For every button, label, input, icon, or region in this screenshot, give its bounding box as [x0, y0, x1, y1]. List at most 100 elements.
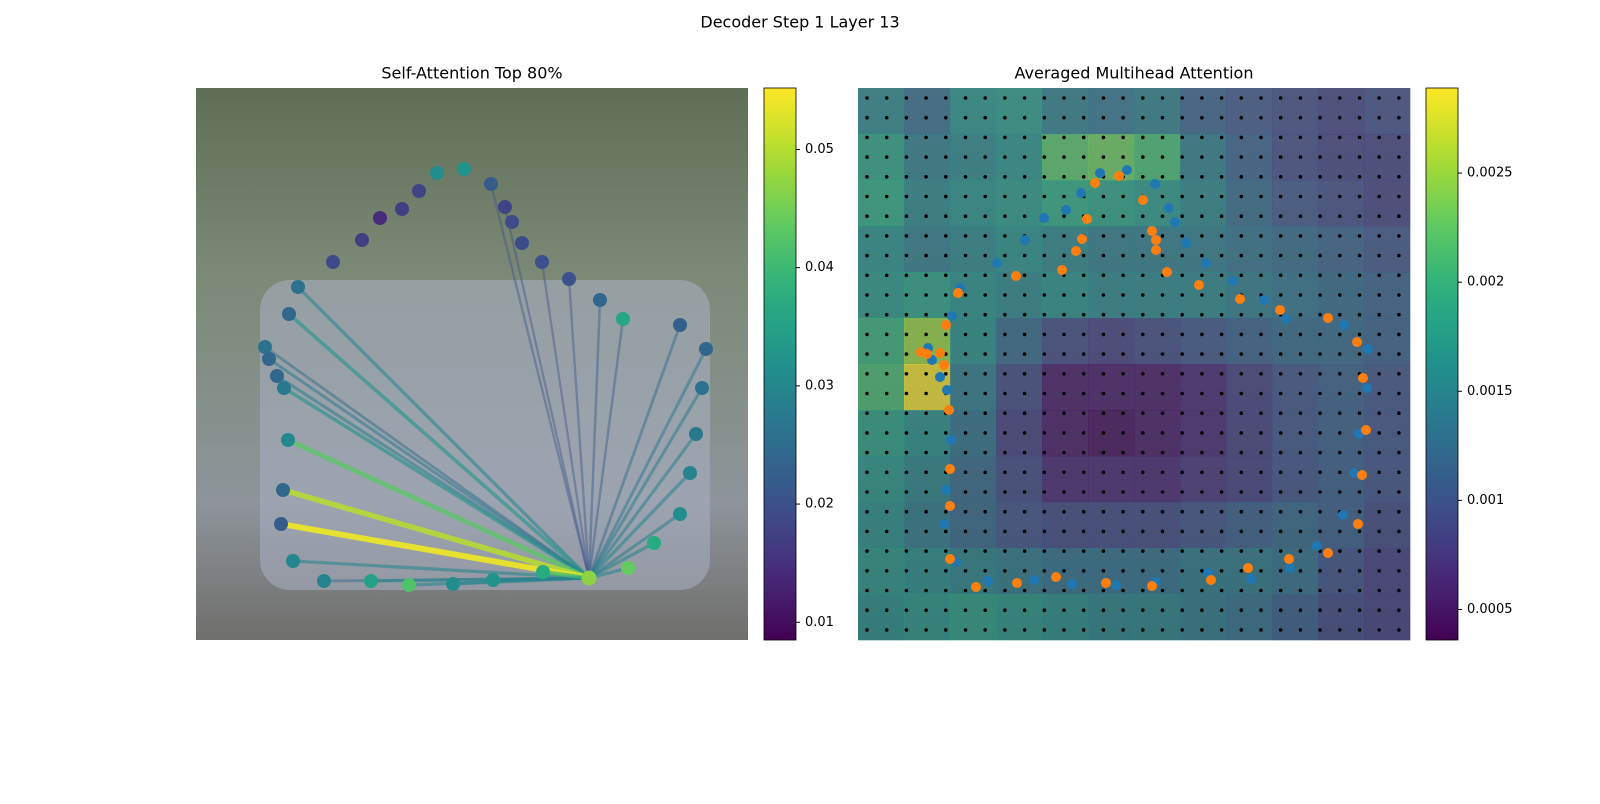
- grid-dot: [1200, 569, 1204, 573]
- grid-dot: [884, 450, 889, 455]
- grid-dot: [1397, 273, 1401, 278]
- grid-dot: [1101, 569, 1106, 573]
- grid-dot: [1022, 529, 1027, 534]
- grid-dot: [1121, 234, 1125, 238]
- grid-dot: [865, 175, 869, 179]
- grid-dot: [1357, 155, 1362, 159]
- heatmap-cell: [1134, 594, 1181, 641]
- grid-dot: [1101, 293, 1106, 297]
- attention-point: [317, 574, 331, 588]
- heatmap-cell: [1042, 456, 1089, 503]
- grid-dot: [963, 588, 968, 593]
- attention-point: [258, 340, 272, 354]
- grid-dot: [924, 411, 928, 416]
- heatmap-cell: [1318, 180, 1365, 227]
- grid-dot: [1101, 234, 1106, 238]
- grid-dot: [904, 115, 909, 120]
- grid-dot: [1160, 96, 1165, 100]
- grid-dot: [1022, 312, 1027, 317]
- grid-dot: [1219, 214, 1224, 218]
- grid-dot: [1259, 450, 1263, 455]
- grid-dot: [1141, 509, 1145, 514]
- grid-dot: [1200, 352, 1204, 356]
- grid-dot: [1338, 194, 1342, 199]
- grid-dot: [1357, 194, 1362, 199]
- grid-dot: [904, 175, 909, 179]
- heatmap-cell: [1364, 134, 1411, 181]
- grid-dot: [1160, 549, 1165, 553]
- grid-dot: [1239, 549, 1244, 553]
- attention-edge: [285, 437, 592, 581]
- grid-dot: [1239, 135, 1244, 140]
- grid-dot: [1338, 608, 1342, 612]
- heatmap-cell: [1088, 272, 1135, 319]
- heatmap-cell: [858, 364, 905, 411]
- grid-dot: [963, 273, 968, 278]
- grid-dot: [1180, 411, 1184, 416]
- grid-dot: [904, 293, 909, 297]
- grid-dot: [1042, 352, 1047, 356]
- grid-dot: [1180, 96, 1184, 100]
- grid-dot: [865, 293, 869, 297]
- sample-point: [1077, 234, 1087, 244]
- grid-dot: [1101, 628, 1106, 632]
- attention-point: [277, 381, 291, 395]
- sample-point: [1076, 188, 1086, 198]
- grid-dot: [924, 391, 928, 396]
- attention-point: [647, 536, 661, 550]
- attention-point: [505, 215, 519, 229]
- grid-dot: [944, 529, 948, 534]
- grid-dot: [884, 509, 889, 514]
- grid-dot: [1003, 155, 1007, 159]
- grid-dot: [1239, 588, 1244, 593]
- grid-dot: [1357, 175, 1362, 179]
- grid-dot: [1219, 273, 1224, 278]
- grid-dot: [904, 352, 909, 356]
- grid-dot: [1003, 214, 1007, 218]
- grid-dot: [983, 588, 987, 593]
- grid-dot: [1397, 214, 1401, 218]
- grid-dot: [1180, 312, 1184, 317]
- grid-dot: [1200, 628, 1204, 632]
- sample-point: [1071, 246, 1081, 256]
- grid-dot: [1278, 372, 1283, 376]
- attention-point: [364, 574, 378, 588]
- grid-dot: [884, 253, 889, 258]
- attention-point: [291, 280, 305, 294]
- grid-dot: [944, 175, 948, 179]
- grid-dot: [983, 352, 987, 356]
- grid-dot: [1180, 490, 1184, 494]
- heatmap-cell: [996, 548, 1043, 595]
- sample-point: [1061, 205, 1071, 215]
- sample-point: [1338, 510, 1348, 520]
- heatmap-cell: [950, 226, 997, 273]
- grid-dot: [1141, 352, 1145, 356]
- grid-dot: [904, 549, 909, 553]
- sample-point: [1353, 519, 1363, 529]
- grid-dot: [1200, 411, 1204, 416]
- grid-dot: [904, 450, 909, 455]
- grid-dot: [1180, 470, 1184, 475]
- grid-dot: [1022, 115, 1027, 120]
- grid-dot: [1141, 135, 1145, 140]
- grid-dot: [963, 234, 968, 238]
- attention-point: [616, 312, 630, 326]
- heatmap-cell: [904, 88, 951, 135]
- colorbar: [763, 87, 797, 641]
- heatmap-cell: [950, 88, 997, 135]
- grid-dot: [1259, 391, 1263, 396]
- sample-point: [1095, 168, 1105, 178]
- grid-dot: [1200, 450, 1204, 455]
- grid-dot: [924, 588, 928, 593]
- grid-dot: [1121, 372, 1125, 376]
- grid-dot: [1141, 608, 1145, 612]
- grid-dot: [1219, 234, 1224, 238]
- grid-dot: [1318, 214, 1322, 218]
- heatmap-cell: [1088, 364, 1135, 411]
- sample-point: [1281, 314, 1291, 324]
- grid-dot: [1200, 234, 1204, 238]
- sample-point: [1357, 470, 1367, 480]
- grid-dot: [944, 273, 948, 278]
- sample-point: [1323, 548, 1333, 558]
- attention-edge: [282, 386, 591, 580]
